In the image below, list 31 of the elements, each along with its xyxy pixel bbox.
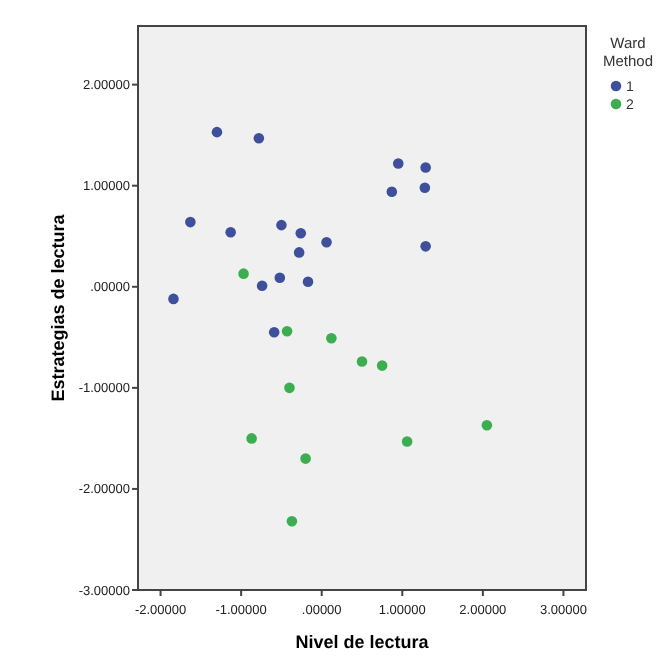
- point: [295, 227, 307, 239]
- point: [268, 326, 280, 338]
- point: [286, 515, 298, 527]
- point: [419, 182, 431, 193]
- point: [168, 293, 179, 305]
- point: [401, 436, 413, 447]
- point: [321, 237, 332, 248]
- x-axis-title: Nivel de lectura: [295, 632, 431, 652]
- point: [386, 186, 398, 198]
- point: [246, 433, 257, 444]
- point: [376, 360, 388, 371]
- point: [274, 272, 286, 283]
- point: [276, 219, 287, 231]
- point: [253, 132, 265, 144]
- point: [326, 333, 337, 344]
- point: [481, 419, 493, 431]
- point: [281, 325, 293, 337]
- point: [302, 276, 314, 287]
- point: [293, 247, 305, 258]
- point: [420, 241, 431, 252]
- point: [356, 356, 368, 367]
- point: [211, 126, 223, 138]
- point: [300, 453, 311, 464]
- point: [256, 280, 268, 292]
- point: [238, 268, 249, 279]
- point: [420, 162, 431, 173]
- point: [225, 226, 236, 238]
- point: [392, 158, 404, 169]
- point: [185, 216, 196, 228]
- y-axis-title: Estrategias de lectura: [48, 212, 68, 402]
- point: [284, 382, 295, 394]
